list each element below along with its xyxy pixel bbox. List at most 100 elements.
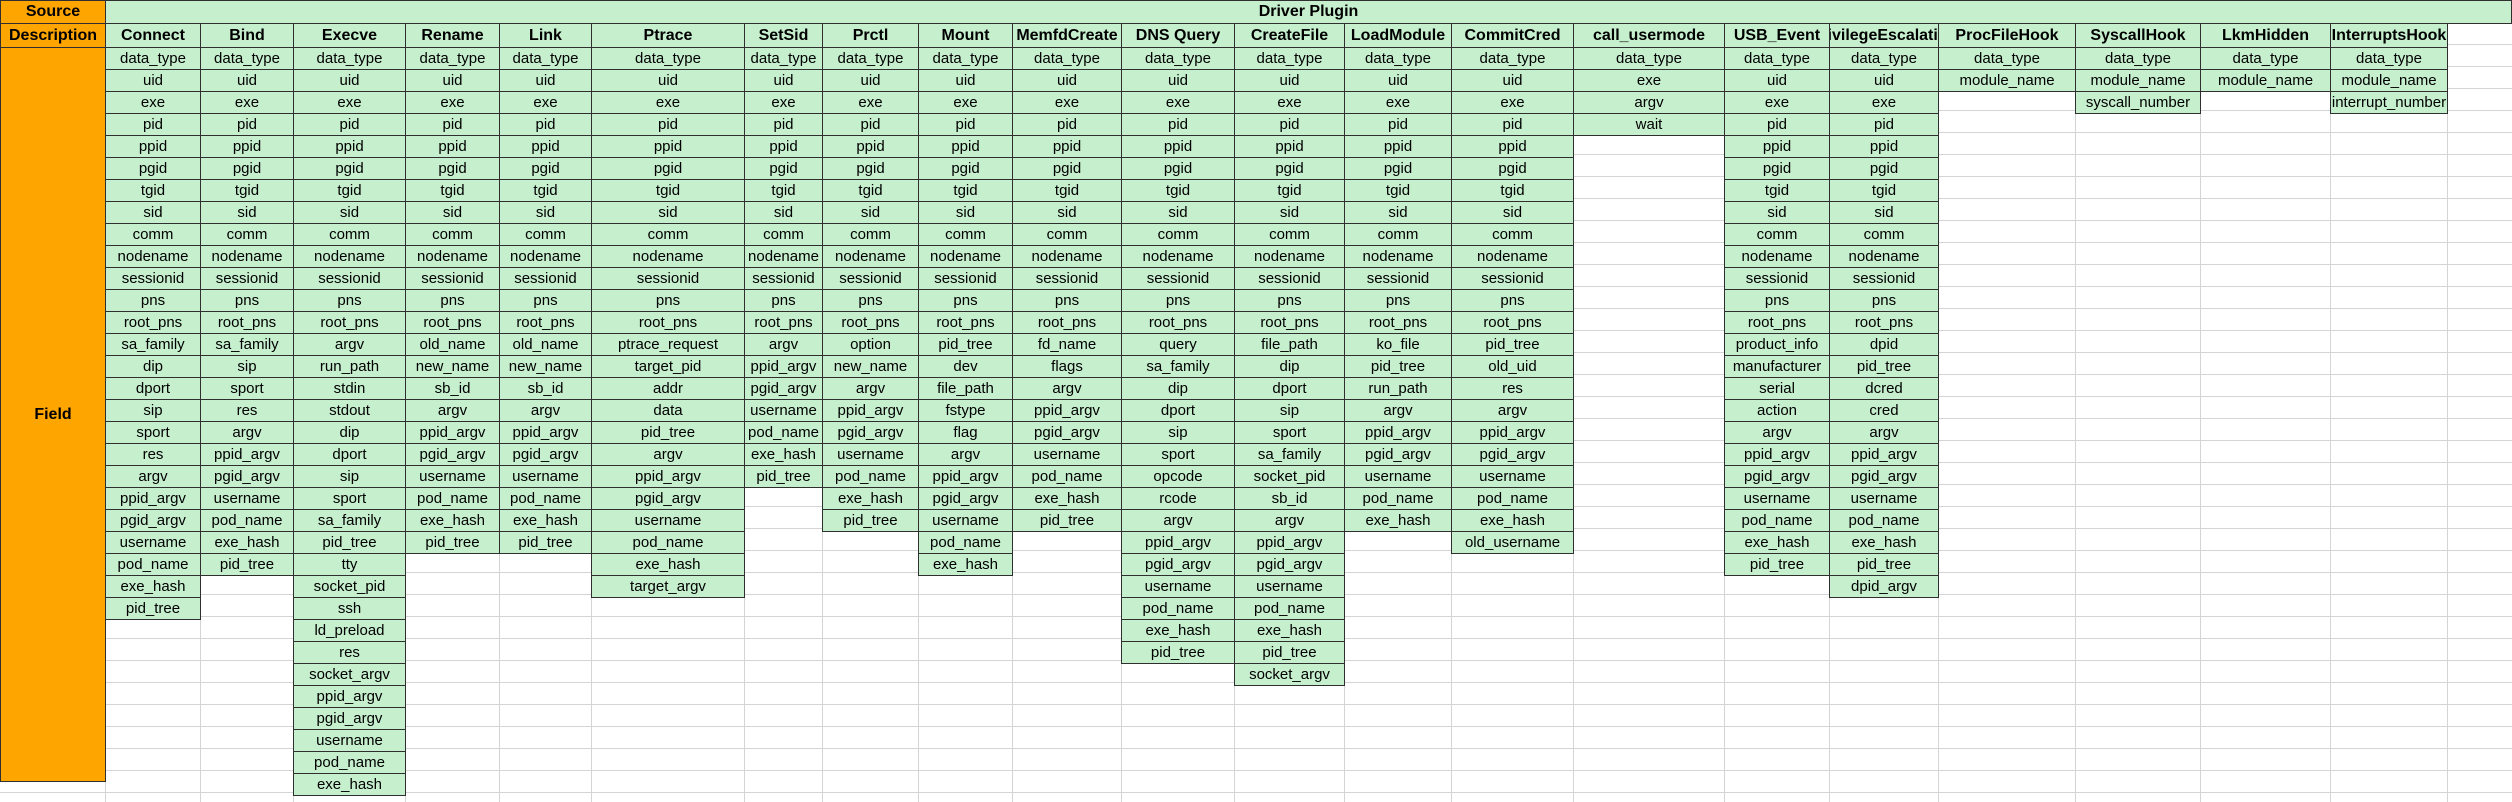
field-cell: ppid_argv: [1121, 531, 1235, 554]
field-cell: sid: [405, 201, 500, 224]
field-cell: nodename: [1829, 245, 1939, 268]
column-header: Connect: [105, 23, 201, 48]
field-cell: root_pns: [918, 311, 1013, 334]
field-cell: module_name: [2330, 69, 2448, 92]
field-cell: pid: [1012, 113, 1122, 136]
field-cell: exe: [918, 91, 1013, 114]
field-cell: comm: [405, 223, 500, 246]
field-cell: pns: [105, 289, 201, 312]
field-cell: username: [1451, 465, 1574, 488]
field-cell: dip: [293, 421, 406, 444]
field-cell: sid: [918, 201, 1013, 224]
field-cell: product_info: [1724, 333, 1830, 356]
column-header: Link: [499, 23, 592, 48]
field-cell: ppid_argv: [105, 487, 201, 510]
field-cell: ppid: [918, 135, 1013, 158]
field-cell: pns: [918, 289, 1013, 312]
field-cell: pid_tree: [1451, 333, 1574, 356]
field-cell: argv: [499, 399, 592, 422]
field-cell: pod_name: [1121, 597, 1235, 620]
field-cell: username: [105, 531, 201, 554]
field-cell: tgid: [744, 179, 823, 202]
field-cell: comm: [1121, 223, 1235, 246]
field-label: Field: [0, 47, 106, 782]
field-cell: interrupt_number: [2330, 91, 2448, 114]
field-cell: uid: [293, 69, 406, 92]
field-cell: sessionid: [405, 267, 500, 290]
field-cell: sport: [1121, 443, 1235, 466]
field-cell: root_pns: [1724, 311, 1830, 334]
field-cell: username: [1344, 465, 1452, 488]
field-cell: exe_hash: [822, 487, 919, 510]
field-cell: root_pns: [822, 311, 919, 334]
field-cell: ppid: [200, 135, 294, 158]
field-cell: sip: [105, 399, 201, 422]
field-cell: sid: [499, 201, 592, 224]
field-cell: pgid_argv: [405, 443, 500, 466]
field-cell: sid: [1451, 201, 1574, 224]
column-header: Bind: [200, 23, 294, 48]
field-cell: sessionid: [591, 267, 745, 290]
field-cell: nodename: [200, 245, 294, 268]
field-cell: sessionid: [1344, 267, 1452, 290]
field-cell: pgid: [822, 157, 919, 180]
field-cell: pod_name: [1451, 487, 1574, 510]
field-cell: pod_name: [1724, 509, 1830, 532]
field-cell: socket_argv: [1234, 663, 1345, 686]
field-cell: pid_tree: [405, 531, 500, 554]
column-header: MemfdCreate: [1012, 23, 1122, 48]
field-cell: socket_pid: [293, 575, 406, 598]
field-cell: pns: [591, 289, 745, 312]
field-cell: nodename: [105, 245, 201, 268]
field-cell: sa_family: [1121, 355, 1235, 378]
column-header: LkmHidden: [2200, 23, 2331, 48]
field-cell: ppid: [1451, 135, 1574, 158]
field-cell: sa_family: [293, 509, 406, 532]
field-cell: nodename: [1234, 245, 1345, 268]
field-cell: pid_tree: [1724, 553, 1830, 576]
field-cell: tgid: [405, 179, 500, 202]
field-cell: nodename: [1012, 245, 1122, 268]
field-cell: argv: [1724, 421, 1830, 444]
field-cell: comm: [744, 223, 823, 246]
field-cell: exe_hash: [405, 509, 500, 532]
field-cell: root_pns: [1234, 311, 1345, 334]
field-cell: exe: [405, 91, 500, 114]
field-cell: argv: [744, 333, 823, 356]
field-cell: sessionid: [1829, 267, 1939, 290]
field-cell: sid: [1012, 201, 1122, 224]
field-cell: nodename: [405, 245, 500, 268]
field-cell: uid: [744, 69, 823, 92]
field-cell: sid: [744, 201, 823, 224]
field-cell: dport: [1234, 377, 1345, 400]
field-cell: tgid: [1234, 179, 1345, 202]
field-cell: ppid_argv: [918, 465, 1013, 488]
field-cell: exe_hash: [499, 509, 592, 532]
field-cell: pod_name: [200, 509, 294, 532]
field-cell: uid: [1234, 69, 1345, 92]
field-cell: pgid_argv: [744, 377, 823, 400]
field-cell: root_pns: [1344, 311, 1452, 334]
column-header: SetSid: [744, 23, 823, 48]
field-cell: ppid: [105, 135, 201, 158]
field-cell: tgid: [591, 179, 745, 202]
field-cell: uid: [1724, 69, 1830, 92]
field-cell: comm: [822, 223, 919, 246]
field-cell: pid_tree: [591, 421, 745, 444]
field-cell: pod_name: [1012, 465, 1122, 488]
field-cell: sessionid: [822, 267, 919, 290]
field-cell: tgid: [105, 179, 201, 202]
field-cell: pns: [1451, 289, 1574, 312]
field-cell: argv: [822, 377, 919, 400]
field-cell: data_type: [1451, 47, 1574, 70]
field-cell: comm: [1234, 223, 1345, 246]
field-cell: uid: [1121, 69, 1235, 92]
field-cell: pns: [1829, 289, 1939, 312]
field-cell: pgid: [293, 157, 406, 180]
field-cell: serial: [1724, 377, 1830, 400]
field-cell: tgid: [1121, 179, 1235, 202]
field-cell: ppid_argv: [1724, 443, 1830, 466]
field-cell: uid: [822, 69, 919, 92]
field-cell: pid_tree: [499, 531, 592, 554]
field-cell: pid: [1724, 113, 1830, 136]
